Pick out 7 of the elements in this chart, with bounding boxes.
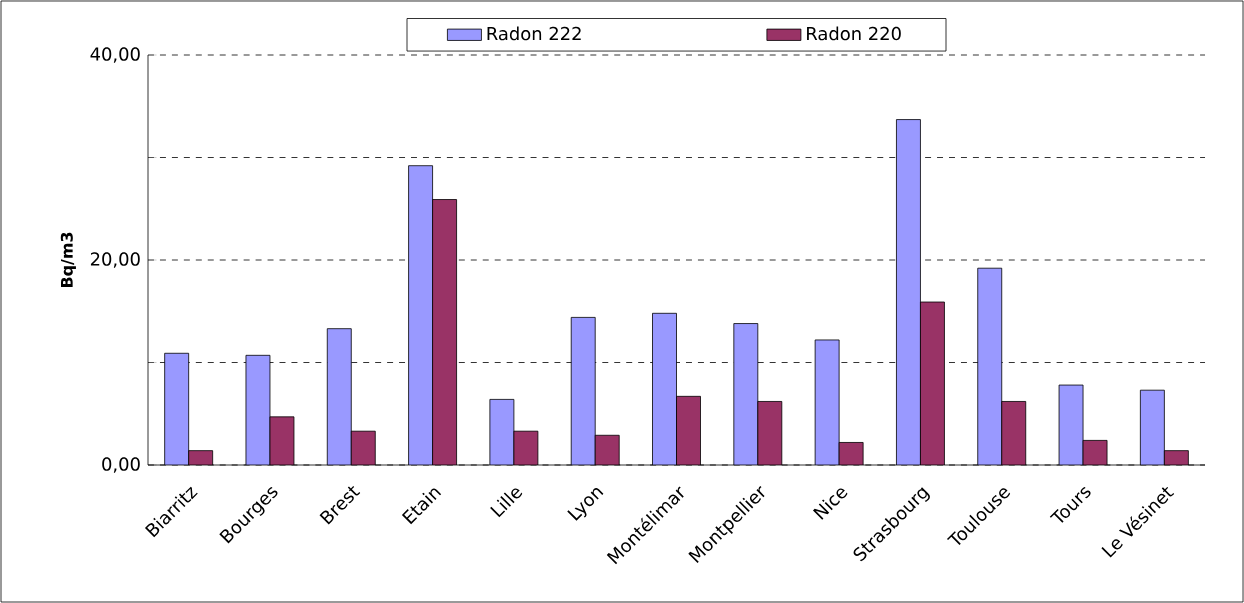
x-tick-label: Lille bbox=[490, 488, 523, 518]
y-tick-label: 40,00 bbox=[90, 47, 140, 63]
y-tick-label: 20,00 bbox=[90, 252, 140, 268]
legend-label: Radon 220 bbox=[807, 26, 901, 41]
legend-label: Radon 222 bbox=[487, 26, 581, 41]
y-axis-title: Bq/m3 bbox=[60, 232, 76, 288]
y-tick-label: 0,00 bbox=[102, 457, 140, 473]
